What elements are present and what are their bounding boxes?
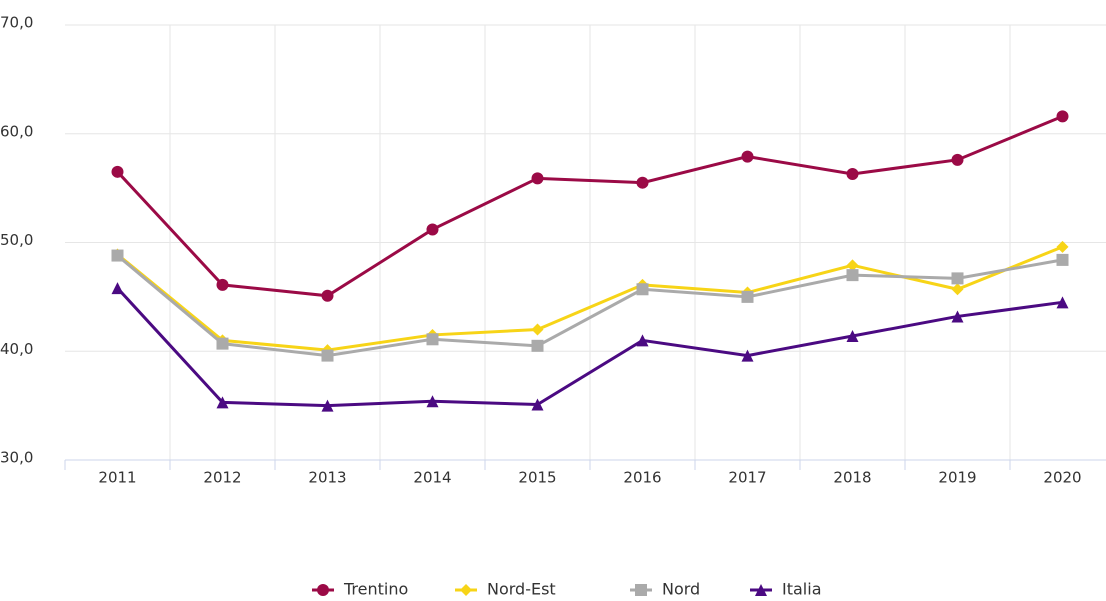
x-tick-label: 2015 xyxy=(518,469,556,487)
point xyxy=(951,272,964,285)
point xyxy=(426,223,439,236)
point xyxy=(111,282,124,295)
legend-label: Trentino xyxy=(343,580,408,599)
legend-marker xyxy=(460,584,472,596)
point xyxy=(951,153,964,166)
x-tick-label: 2013 xyxy=(308,469,346,487)
series-line xyxy=(116,114,1064,298)
y-tick-label: 30,0 xyxy=(0,449,33,467)
point xyxy=(951,310,964,323)
point xyxy=(321,289,334,302)
point xyxy=(111,249,124,262)
y-tick-label: 70,0 xyxy=(0,14,33,32)
point xyxy=(846,167,859,180)
legend-marker xyxy=(635,584,647,596)
point xyxy=(321,349,334,362)
x-tick-label: 2017 xyxy=(728,469,766,487)
point xyxy=(846,269,859,282)
point xyxy=(426,333,439,346)
legend-marker xyxy=(317,584,329,596)
x-tick-label: 2019 xyxy=(938,469,976,487)
point xyxy=(1056,253,1069,266)
x-tick-label: 2012 xyxy=(203,469,241,487)
point xyxy=(1056,110,1069,123)
point xyxy=(741,290,754,303)
point xyxy=(741,349,754,362)
point xyxy=(321,399,334,412)
y-tick-label: 40,0 xyxy=(0,340,33,358)
point xyxy=(636,176,649,189)
legend-label: Italia xyxy=(782,580,822,599)
point xyxy=(1056,240,1069,253)
x-tick-label: 2016 xyxy=(623,469,661,487)
legend-label: Nord xyxy=(662,580,700,599)
point xyxy=(741,150,754,163)
x-tick-label: 2014 xyxy=(413,469,451,487)
point xyxy=(531,398,544,411)
point xyxy=(531,323,544,336)
point xyxy=(636,334,649,347)
point xyxy=(216,337,229,350)
point xyxy=(951,283,964,296)
point xyxy=(636,283,649,296)
point xyxy=(531,339,544,352)
x-tick-label: 2020 xyxy=(1043,469,1081,487)
point xyxy=(426,395,439,408)
y-tick-label: 50,0 xyxy=(0,231,33,249)
point xyxy=(216,278,229,291)
y-tick-label: 60,0 xyxy=(0,122,33,140)
series-line xyxy=(116,287,1063,408)
point xyxy=(531,172,544,185)
x-tick-label: 2018 xyxy=(833,469,871,487)
point xyxy=(1056,296,1069,309)
point xyxy=(846,330,859,343)
series-line xyxy=(116,254,1063,358)
point xyxy=(216,396,229,409)
point xyxy=(111,165,124,178)
legend-label: Nord-Est xyxy=(487,580,556,599)
point xyxy=(846,259,859,272)
legend-marker xyxy=(755,584,767,596)
x-tick-label: 2011 xyxy=(98,469,136,487)
legend: Trentino Nord-Est Nord Italia xyxy=(312,580,822,599)
